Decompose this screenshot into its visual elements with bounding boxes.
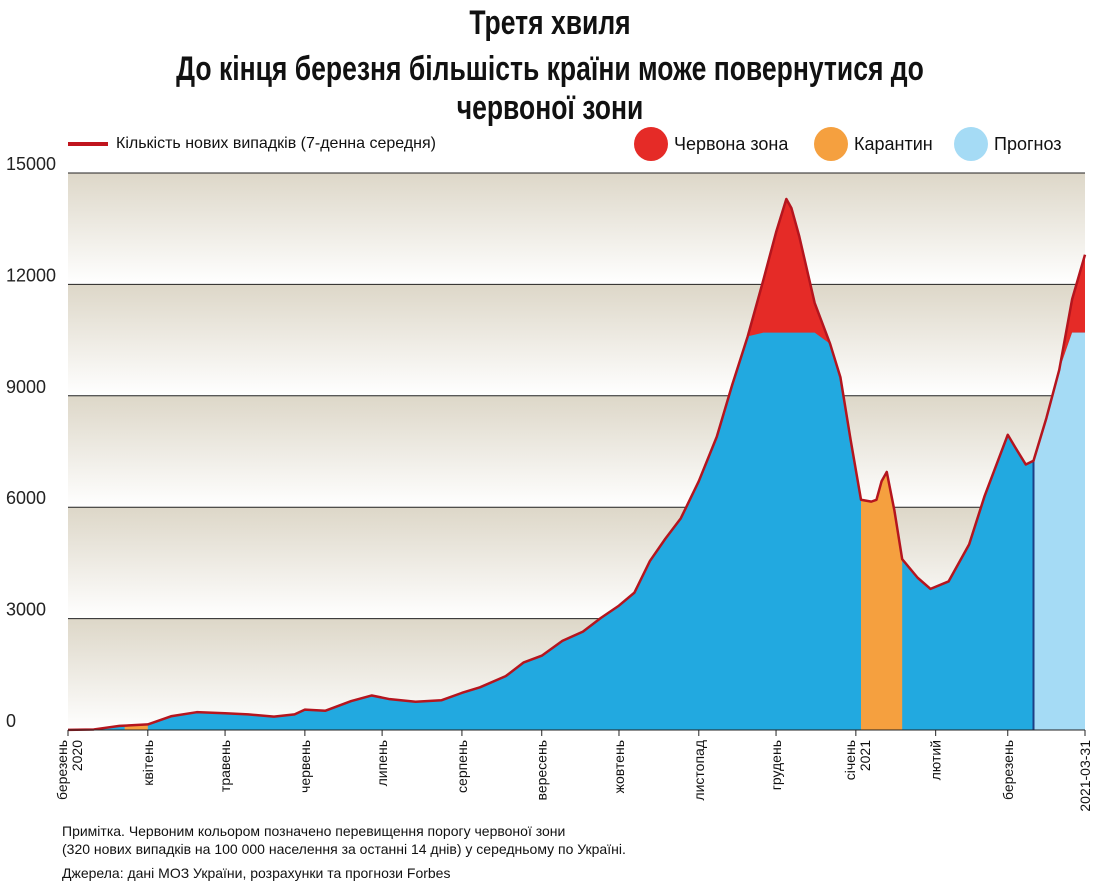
legend-quarantine-label: Карантин — [854, 133, 933, 154]
x-tick-label: квітень — [140, 740, 156, 786]
x-tick-label: серпень — [454, 740, 470, 793]
x-tick-label-year: 2020 — [69, 740, 85, 771]
legend-red-label: Червона зона — [674, 133, 789, 154]
x-tick-label-year: 2021 — [857, 740, 873, 771]
y-tick-label: 3000 — [6, 600, 46, 620]
legend-line-item: Кількість нових випадків (7-денна середн… — [68, 128, 436, 160]
x-tick-label: березень — [1000, 740, 1016, 800]
legend-red-item: Червона зона — [634, 127, 789, 161]
chart-subtitle: До кінця березня більшість країни може п… — [176, 50, 924, 127]
legend-line-swatch — [68, 142, 108, 146]
grid-band — [68, 173, 1085, 285]
x-tick-label: березень — [54, 740, 70, 800]
x-tick-label: 2021-03-31 — [1077, 740, 1093, 812]
x-tick-label: травень — [217, 740, 233, 792]
grid-band — [68, 395, 1085, 508]
y-tick-label: 6000 — [6, 488, 46, 508]
cases-line — [67, 197, 1087, 732]
legend-quarantine-item: Карантин — [814, 127, 933, 161]
legend-forecast-label: Прогноз — [994, 133, 1062, 154]
chart-title: Третя хвиля — [469, 4, 631, 42]
legend-forecast-swatch — [954, 127, 988, 161]
cases-area — [68, 332, 1085, 730]
sources-note: Джерела: дані МОЗ України, розрахунки та… — [62, 865, 451, 881]
x-tick-label: лютий — [928, 740, 944, 780]
forecast-area — [1033, 332, 1085, 730]
legend-forecast-item: Прогноз — [954, 127, 1062, 161]
y-tick-label: 9000 — [6, 377, 46, 397]
legend-red-swatch — [634, 127, 668, 161]
x-tick-label: листопад — [691, 740, 707, 801]
quarantine-area — [861, 471, 903, 730]
x-tick-label: вересень — [534, 740, 550, 800]
y-tick-label: 0 — [6, 711, 16, 731]
grid-band — [68, 284, 1085, 396]
note-line-1: Примітка. Червоним кольором позначено пе… — [62, 823, 566, 839]
y-tick-label: 12000 — [6, 265, 56, 285]
x-tick-label: грудень — [768, 740, 784, 790]
x-tick-label: липень — [374, 740, 390, 786]
x-tick-label: січень — [842, 740, 858, 780]
legend-quarantine-swatch — [814, 127, 848, 161]
y-tick-label: 15000 — [6, 154, 56, 174]
x-tick-label: червень — [297, 740, 313, 793]
x-tick-label: жовтень — [611, 740, 627, 793]
note-line-2: (320 нових випадків на 100 000 населення… — [62, 841, 626, 857]
legend-line-label: Кількість нових випадків (7-денна середн… — [116, 135, 436, 152]
